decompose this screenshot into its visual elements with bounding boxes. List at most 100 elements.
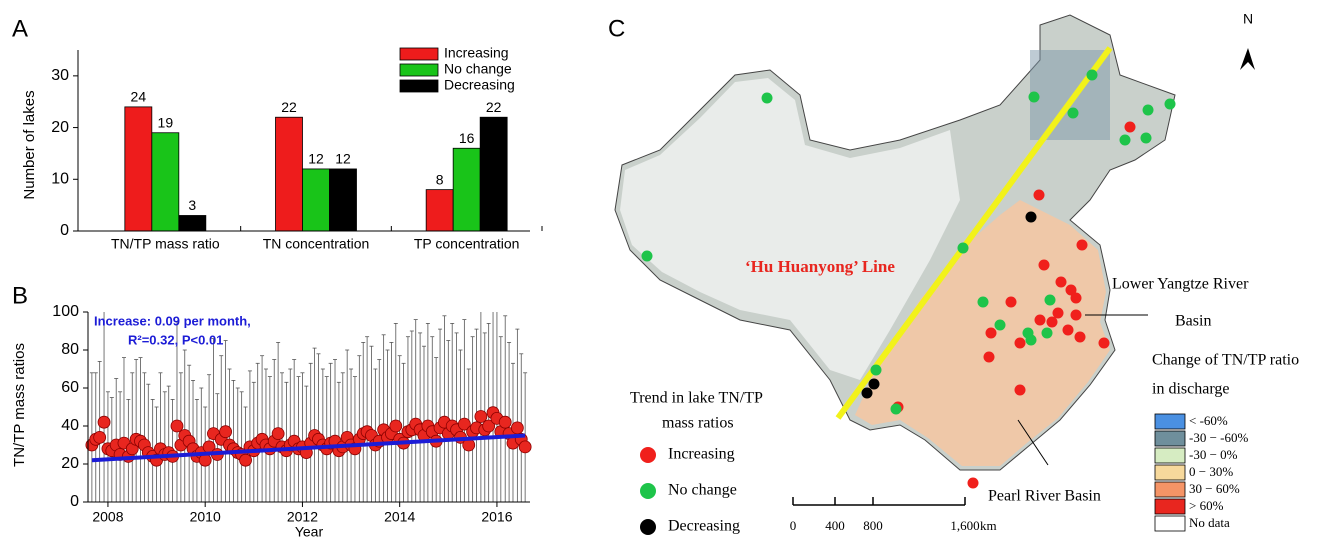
point — [198, 453, 212, 467]
x-tick-label: 2014 — [384, 509, 415, 525]
lake-marker — [1067, 107, 1079, 119]
point — [389, 419, 403, 433]
lake-marker — [1005, 296, 1017, 308]
error-bars — [89, 312, 528, 502]
legend-label: > 60% — [1189, 498, 1224, 513]
legend-marker — [640, 483, 656, 499]
bar — [275, 116, 303, 232]
lake-marker — [761, 92, 773, 104]
lake-marker — [890, 403, 902, 415]
y-tick-label: 0 — [60, 222, 69, 239]
bar — [479, 116, 508, 232]
legend-label: Decreasing — [668, 518, 740, 535]
map-panel: C N ‘Hu Huanyong’ Line Lower Yangtze River B… — [608, 11, 1299, 535]
legend-swatch — [399, 47, 439, 61]
y-tick-label: 20 — [51, 119, 69, 136]
point — [518, 440, 532, 454]
x-tick-label: 2012 — [287, 509, 318, 525]
lake-marker — [977, 296, 989, 308]
bar — [302, 168, 330, 232]
lake-marker — [1052, 307, 1064, 319]
lake-marker — [1025, 211, 1037, 223]
hu-line — [835, 46, 1113, 420]
point — [498, 415, 512, 429]
lake-marker — [1034, 314, 1046, 326]
bar — [178, 215, 207, 232]
lake-marker — [967, 477, 979, 489]
lake-marker — [1065, 284, 1077, 296]
legend-marker — [640, 519, 656, 535]
legend-label: No data — [1189, 515, 1230, 530]
point — [93, 430, 107, 444]
legend-swatch — [1154, 413, 1186, 430]
lake-marker — [1124, 121, 1136, 133]
y-axis-title: TN/TP mass ratios — [11, 343, 28, 467]
y-tick-label: 0 — [70, 493, 79, 510]
x-tick-label: TN concentration — [263, 236, 370, 252]
y-tick-label: 30 — [51, 67, 69, 84]
bar — [124, 106, 153, 232]
value-label: 19 — [158, 114, 174, 130]
lake-marker — [1074, 331, 1086, 343]
panel-label: C — [608, 15, 625, 42]
lake-marker — [985, 327, 997, 339]
trend-line — [91, 433, 526, 463]
scale-bar — [792, 497, 966, 506]
lake-marker — [1164, 98, 1176, 110]
point — [271, 427, 285, 441]
lake-marker — [1046, 316, 1058, 328]
x-axis-title: Year — [295, 524, 324, 540]
value-label: 3 — [188, 197, 196, 213]
point — [457, 417, 471, 431]
lake-marker — [1055, 276, 1067, 288]
lake-marker — [1038, 259, 1050, 271]
lake-marker — [1142, 104, 1154, 116]
legend-label: Increasing — [668, 446, 735, 463]
legend-swatch — [1154, 515, 1186, 532]
lake-marker — [1014, 337, 1026, 349]
point — [170, 419, 184, 433]
legend-label: -30 − -60% — [1189, 430, 1248, 445]
y-tick-label: 60 — [61, 379, 79, 396]
x-tick-label: 2016 — [481, 509, 512, 525]
value-label: 12 — [335, 151, 351, 167]
arid-region — [620, 78, 960, 380]
scale-label: 400 — [825, 518, 845, 533]
legend-label: Increasing — [444, 45, 509, 61]
legend-swatch — [399, 79, 439, 93]
legend-swatch — [1154, 498, 1186, 515]
legend-label: 30 − 60% — [1189, 481, 1240, 496]
lake-marker — [870, 364, 882, 376]
lake-marker — [994, 319, 1006, 331]
legend-swatch — [1154, 481, 1186, 498]
legend-title: in discharge — [1152, 381, 1229, 398]
panel-label: B — [12, 282, 28, 309]
lake-marker — [983, 351, 995, 363]
lake-marker — [1041, 327, 1053, 339]
value-label: 22 — [281, 99, 297, 115]
legend-title: Change of TN/TP ratio — [1152, 352, 1299, 369]
lake-marker — [1062, 324, 1074, 336]
lake-marker — [1014, 384, 1026, 396]
lake-marker — [861, 387, 873, 399]
lake-marker — [1076, 239, 1088, 251]
lake-marker — [1086, 69, 1098, 81]
y-tick-label: 80 — [61, 341, 79, 358]
legend-label: No change — [668, 482, 737, 499]
lake-marker — [1070, 309, 1082, 321]
lake-marker — [641, 250, 653, 262]
scale-unit: km — [980, 518, 997, 533]
annotation: Increase: 0.09 per month, — [94, 313, 251, 328]
y-tick-label: 10 — [51, 171, 69, 188]
value-label: 8 — [436, 171, 444, 187]
lake-marker — [1028, 91, 1040, 103]
x-tick-label: 2010 — [190, 509, 221, 525]
lake-marker — [1025, 334, 1037, 346]
lake-marker — [868, 378, 880, 390]
legend-swatch — [399, 63, 439, 77]
lake-marker — [1033, 189, 1045, 201]
x-tick-label: 2008 — [92, 509, 123, 525]
panel-label: A — [12, 15, 28, 42]
legend-title: Trend in lake TN/TP — [630, 390, 763, 407]
